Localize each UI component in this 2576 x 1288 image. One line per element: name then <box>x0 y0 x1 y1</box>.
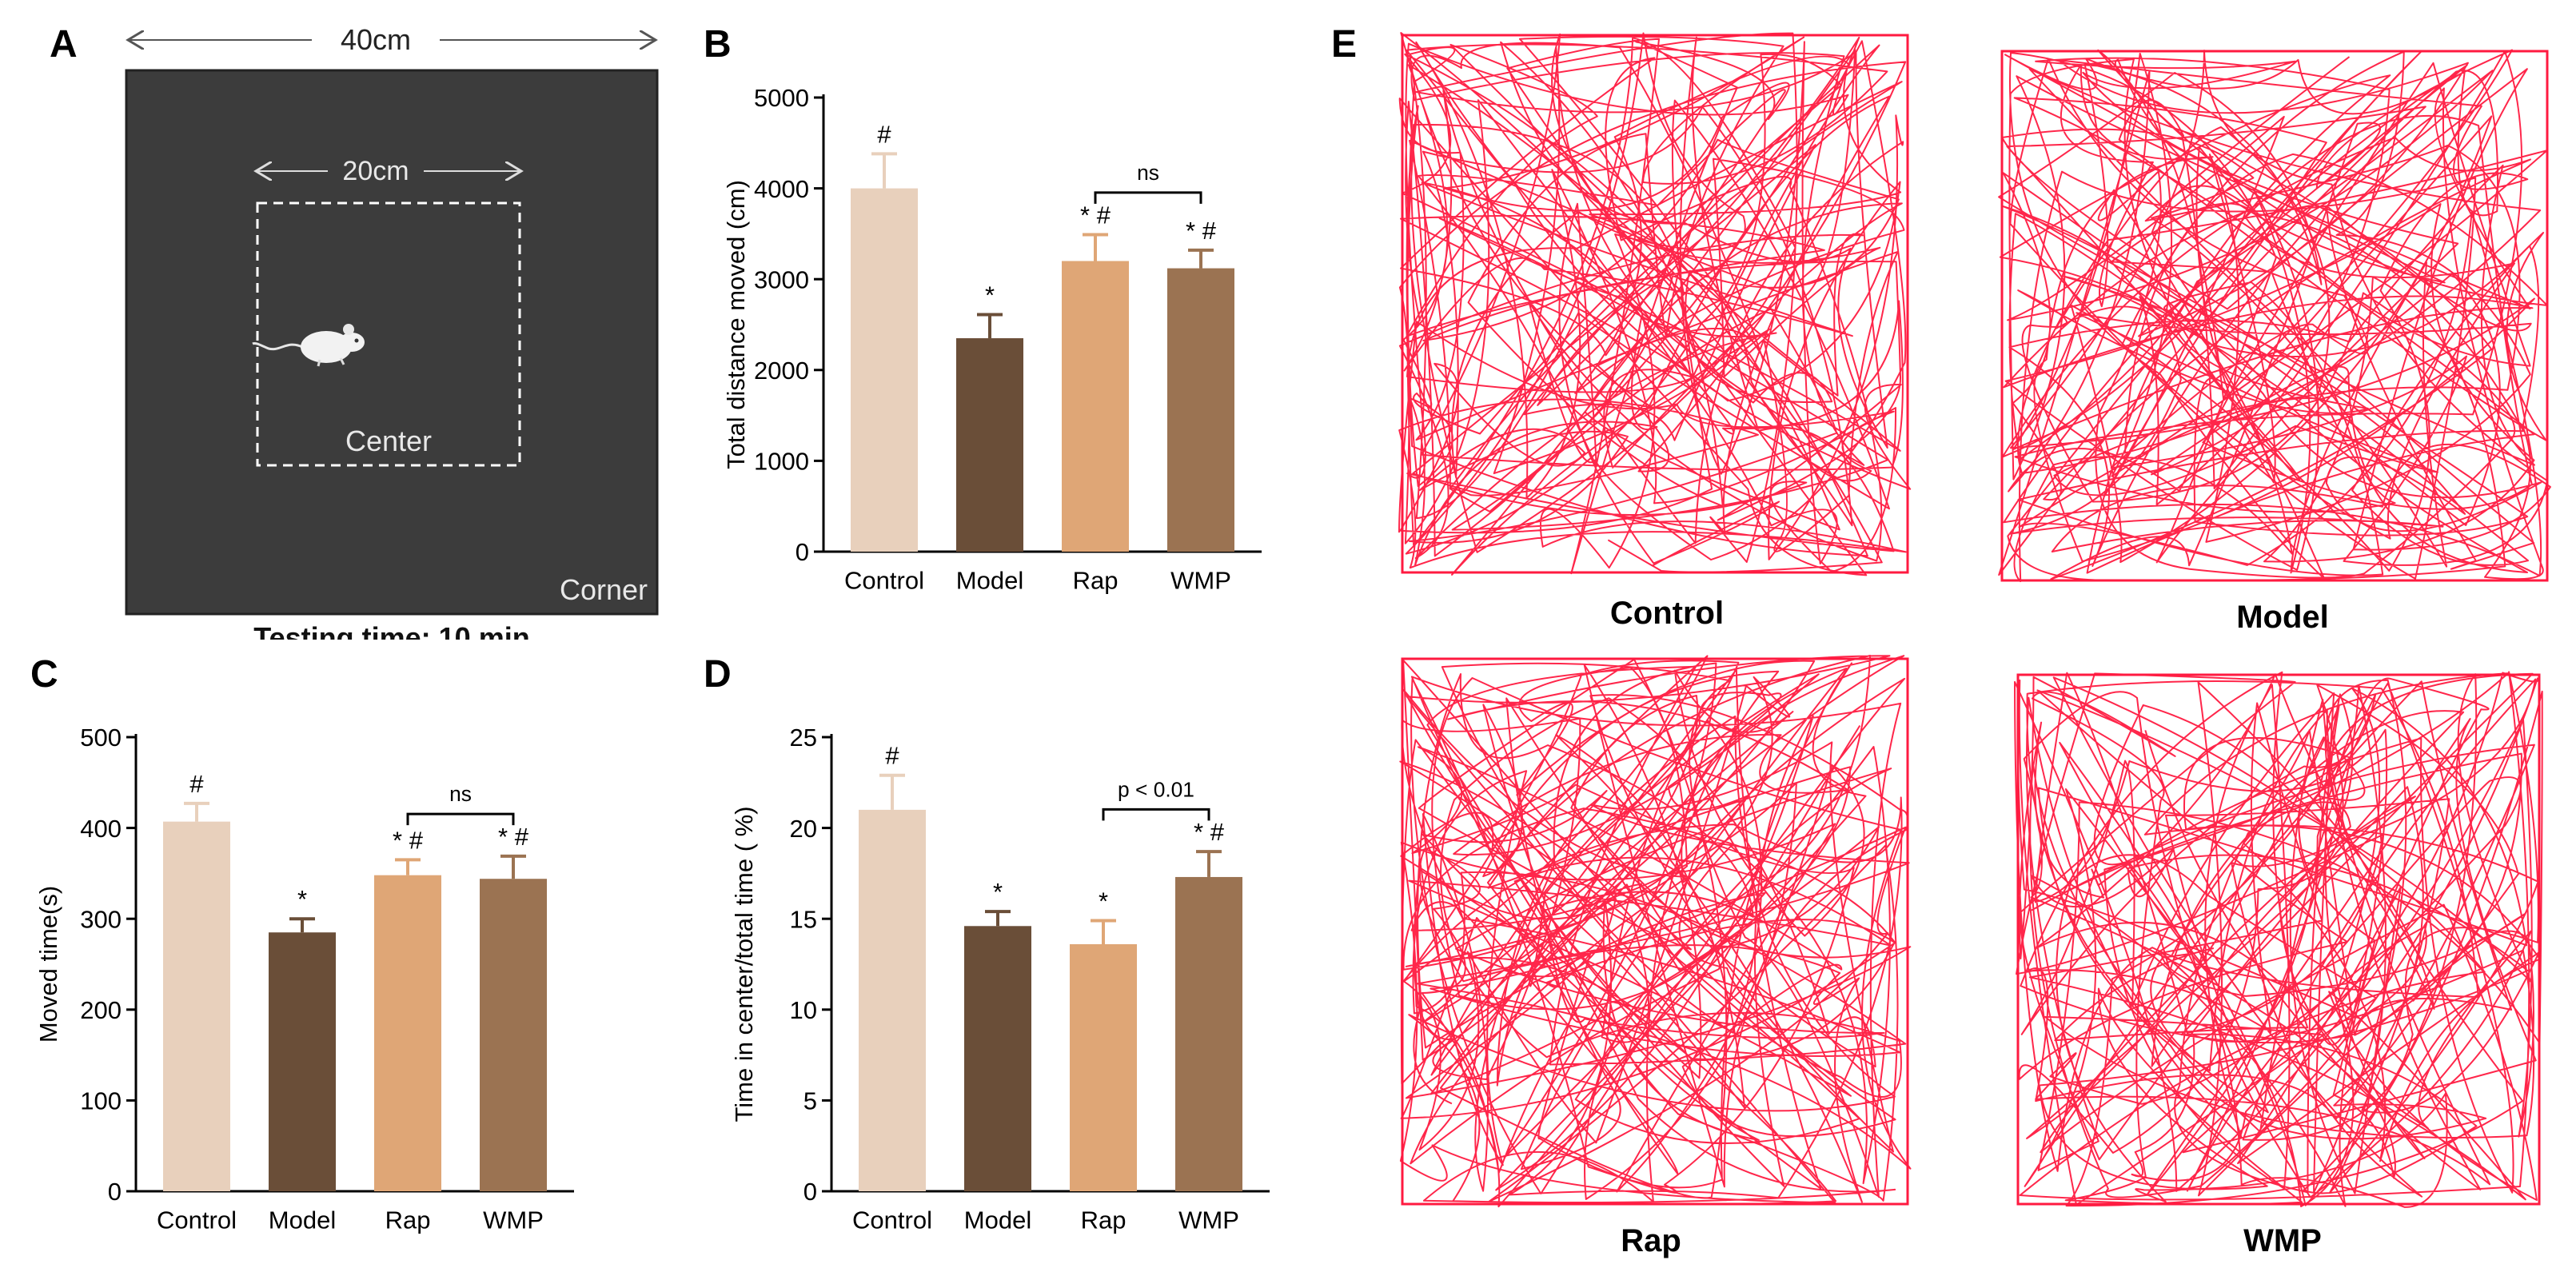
center-zone <box>256 201 521 467</box>
y-tick-label: 300 <box>80 905 122 933</box>
track-plots <box>1398 32 2551 1208</box>
y-tick-label: 5 <box>804 1087 817 1115</box>
y-tick-label: 200 <box>80 996 122 1024</box>
corner-label: Corner <box>560 573 648 606</box>
comparison-bracket <box>406 812 515 826</box>
significance-label: # <box>877 120 891 148</box>
comparison-bracket <box>1102 807 1210 821</box>
significance-label: * # <box>1194 818 1225 846</box>
y-tick-label: 15 <box>790 905 817 933</box>
x-tick-label: Rap <box>385 1206 431 1234</box>
track-model <box>1998 49 2551 583</box>
comparison-label: p < 0.01 <box>1118 777 1194 801</box>
bar-wmp <box>480 879 547 1191</box>
y-tick-label: 10 <box>790 996 817 1024</box>
y-tick-label: 2000 <box>754 357 809 385</box>
center-label: Center <box>345 425 432 457</box>
mouse-icon <box>252 324 365 367</box>
x-tick-label: Control <box>157 1206 237 1234</box>
chart-total-distance: 0 1000 2000 3000 4000 5000 Total distance move… <box>722 84 1262 595</box>
y-tick-label: 5000 <box>754 84 809 112</box>
y-tick-label: 4000 <box>754 175 809 203</box>
track-rap <box>1399 655 1912 1208</box>
bar-wmp <box>1167 268 1234 552</box>
bar-wmp <box>1175 876 1242 1191</box>
x-tick-label: Model <box>964 1206 1031 1234</box>
y-tick-label: 100 <box>80 1087 122 1115</box>
x-tick-label: Control <box>844 567 924 595</box>
significance-label: * <box>1099 887 1108 915</box>
significance-label: * <box>985 281 995 309</box>
panel-letter-a: A <box>50 23 78 66</box>
track-caption-model: Model <box>2236 600 2329 635</box>
comparison-label: ns <box>1137 161 1159 185</box>
track-control <box>1398 32 1912 576</box>
x-tick-label: Rap <box>1073 567 1119 595</box>
y-axis-label: Moved time(s) <box>34 886 62 1043</box>
comparison-bracket <box>1094 191 1202 204</box>
bar-model <box>956 338 1023 552</box>
bar-model <box>269 932 336 1191</box>
x-tick-label: Control <box>852 1206 932 1234</box>
panel-letter-c: C <box>30 653 58 696</box>
y-tick-label: 500 <box>80 724 122 752</box>
outer-dimension-label: 40cm <box>341 23 411 56</box>
bar-control <box>851 188 918 552</box>
significance-label: * # <box>498 823 529 851</box>
y-tick-label: 1000 <box>754 448 809 476</box>
significance-label: * # <box>1080 201 1111 229</box>
significance-label: * <box>297 885 307 913</box>
y-tick-label: 400 <box>80 815 122 843</box>
x-tick-label: Model <box>269 1206 336 1234</box>
track-wmp-border <box>2016 673 2541 1206</box>
x-tick-label: Rap <box>1081 1206 1127 1234</box>
x-tick-label: WMP <box>1170 567 1231 595</box>
x-tick-label: WMP <box>1178 1206 1239 1234</box>
bar-control <box>163 821 230 1191</box>
panel-letter-b: B <box>704 23 732 66</box>
y-tick-label: 20 <box>790 815 817 843</box>
track-caption-rap: Rap <box>1621 1223 1681 1258</box>
chart-center-time: 0 5 10 15 20 25 Time in center/total time ( %)… <box>730 724 1270 1234</box>
track-caption-wmp: WMP <box>2243 1223 2322 1258</box>
arena-diagram: 40cm 20cm Center Corner Testing time: 10… <box>125 23 659 640</box>
y-tick-label: 0 <box>796 538 809 566</box>
panel-letter-d: D <box>704 653 732 696</box>
bar-rap <box>1062 261 1129 552</box>
significance-label: # <box>189 770 204 798</box>
x-tick-label: WMP <box>483 1206 544 1234</box>
x-tick-label: Model <box>956 567 1023 595</box>
arena-floor <box>125 69 659 616</box>
significance-label: # <box>885 742 899 770</box>
y-tick-label: 25 <box>790 724 817 752</box>
track-caption-control: Control <box>1609 596 1725 631</box>
y-tick-label: 0 <box>804 1178 817 1206</box>
significance-label: * # <box>393 826 424 854</box>
chart-moved-time: 0 100 200 300 400 500 Moved time(s) # Control * Mo… <box>34 724 574 1234</box>
comparison-label: ns <box>449 782 472 806</box>
significance-label: * <box>993 878 1003 906</box>
bar-control <box>859 809 926 1191</box>
significance-label: * # <box>1186 217 1217 245</box>
track-model-border <box>2000 50 2549 582</box>
track-rap-border <box>1401 657 1909 1206</box>
track-wmp <box>2014 671 2543 1208</box>
y-axis-label: Time in center/total time ( %) <box>730 806 758 1122</box>
inner-dimension-label: 20cm <box>342 156 409 186</box>
y-tick-label: 3000 <box>754 265 809 293</box>
y-axis-label: Total distance moved (cm) <box>722 180 750 469</box>
testing-time-label: Testing time: 10 min <box>253 621 529 640</box>
bar-rap <box>1070 944 1137 1191</box>
bar-model <box>964 926 1031 1191</box>
panel-letter-e: E <box>1331 23 1358 66</box>
y-tick-label: 0 <box>108 1178 122 1206</box>
track-control-border <box>1401 34 1909 574</box>
bar-rap <box>374 875 441 1191</box>
